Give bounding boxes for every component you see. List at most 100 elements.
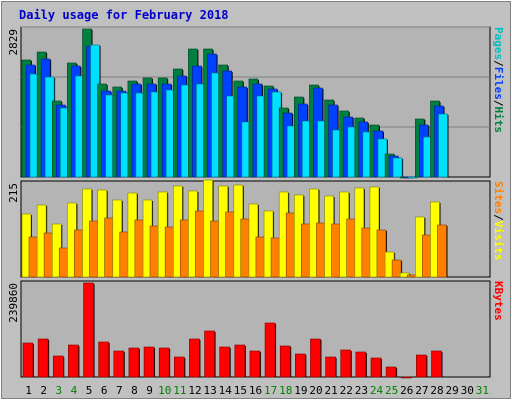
axis-max-label: 215 xyxy=(7,183,20,203)
legend-item-pages: Pages xyxy=(492,27,505,60)
bar-sites-day-16 xyxy=(255,236,266,278)
bar-kbytes-day-10 xyxy=(158,347,170,378)
bar-sites-day-9 xyxy=(149,225,160,278)
day-label: 15 xyxy=(234,384,247,397)
legend-separator: / xyxy=(492,100,505,107)
bar-sites-day-10 xyxy=(164,226,175,278)
day-label: 26 xyxy=(400,384,413,397)
day-label: 21 xyxy=(325,384,338,397)
bar-kbytes-day-1 xyxy=(22,342,34,378)
bar-sites-day-14 xyxy=(225,211,235,278)
bar-kbytes-day-3 xyxy=(52,355,64,378)
bar-sites-day-17 xyxy=(270,237,281,278)
chart-title: Daily usage for February 2018 xyxy=(19,8,229,22)
bar-kbytes-day-18 xyxy=(279,345,291,378)
day-label: 11 xyxy=(173,384,186,397)
day-label: 20 xyxy=(309,384,322,397)
bar-kbytes-day-26 xyxy=(400,376,412,379)
bar-kbytes-day-27 xyxy=(416,354,427,378)
bar-kbytes-day-25 xyxy=(385,366,397,378)
legend-item-files: Files xyxy=(492,67,505,100)
day-label: 9 xyxy=(146,384,153,397)
bar-sites-day-25 xyxy=(391,259,402,278)
legend-item-sites: Sites xyxy=(492,181,505,214)
day-label: 31 xyxy=(476,384,489,397)
legend-requests: Pages/Files/Hits xyxy=(492,27,505,133)
bar-sites-day-15 xyxy=(240,218,251,278)
bar-sites-day-13 xyxy=(210,220,220,278)
bar-kbytes-day-20 xyxy=(310,338,321,378)
day-label: 23 xyxy=(355,384,368,397)
bar-sites-day-22 xyxy=(346,218,357,278)
day-label: 22 xyxy=(340,384,353,397)
bar-kbytes-day-12 xyxy=(189,338,200,378)
bar-sites-day-8 xyxy=(134,219,145,278)
day-label: 4 xyxy=(71,384,78,397)
legend-kbytes: KBytes xyxy=(492,281,505,321)
bar-sites-day-28 xyxy=(437,224,447,278)
bar-kbytes-day-19 xyxy=(295,353,306,378)
day-label: 30 xyxy=(461,384,474,397)
day-label: 13 xyxy=(203,384,216,397)
day-label: 27 xyxy=(415,384,428,397)
day-label: 29 xyxy=(446,384,459,397)
day-label: 24 xyxy=(370,384,384,397)
legend-item-kbytes: KBytes xyxy=(492,281,505,321)
day-label: 17 xyxy=(264,384,277,397)
bar-kbytes-day-21 xyxy=(325,356,336,378)
bar-sites-day-24 xyxy=(376,229,387,278)
day-label: 7 xyxy=(116,384,123,397)
day-label: 19 xyxy=(294,384,307,397)
bar-kbytes-day-4 xyxy=(68,344,79,378)
day-label: 10 xyxy=(158,384,171,397)
bar-kbytes-day-17 xyxy=(264,322,276,378)
day-label: 14 xyxy=(219,384,233,397)
bar-kbytes-day-16 xyxy=(249,350,261,378)
bar-kbytes-day-11 xyxy=(173,356,185,378)
bar-kbytes-day-8 xyxy=(128,347,140,378)
bar-sites-day-21 xyxy=(331,223,341,278)
bar-kbytes-day-5 xyxy=(83,282,94,378)
bar-sites-day-6 xyxy=(104,217,114,278)
bar-sites-day-11 xyxy=(179,219,190,278)
bar-kbytes-day-24 xyxy=(370,357,382,378)
day-label: 16 xyxy=(249,384,262,397)
bar-kbytes-day-22 xyxy=(340,349,352,378)
bar-sites-day-23 xyxy=(361,227,372,278)
day-label: 18 xyxy=(279,384,292,397)
day-label: 25 xyxy=(385,384,398,397)
axis-max-label: 2829 xyxy=(7,29,20,56)
bar-sites-day-3 xyxy=(58,247,69,278)
bar-pages-day-26 xyxy=(407,176,418,179)
bar-sites-day-2 xyxy=(43,232,54,278)
bar-kbytes-day-23 xyxy=(355,351,367,378)
bar-sites-day-26 xyxy=(406,274,417,278)
bar-pages-day-25 xyxy=(392,157,403,178)
legend-item-hits: Hits xyxy=(492,107,505,134)
bar-kbytes-day-13 xyxy=(204,330,215,378)
bar-sites-day-4 xyxy=(74,229,84,278)
bar-sites-day-1 xyxy=(28,236,39,278)
day-label: 1 xyxy=(25,384,32,397)
legend-separator: / xyxy=(492,60,505,67)
day-label: 8 xyxy=(131,384,138,397)
day-label: 6 xyxy=(101,384,108,397)
bar-sites-day-7 xyxy=(119,231,130,278)
bar-kbytes-day-6 xyxy=(98,341,109,378)
bar-pages-day-28 xyxy=(438,113,448,178)
bar-sites-day-27 xyxy=(422,234,432,278)
bar-sites-day-18 xyxy=(285,212,296,278)
bar-kbytes-day-7 xyxy=(113,350,125,378)
legend-separator: / xyxy=(492,214,505,221)
legend-visits: Sites/Visits xyxy=(492,181,505,261)
bar-kbytes-day-15 xyxy=(234,344,246,378)
bar-sites-day-19 xyxy=(301,223,311,278)
bar-kbytes-day-2 xyxy=(37,338,49,378)
day-label: 5 xyxy=(86,384,93,397)
bar-kbytes-day-28 xyxy=(431,350,442,378)
bar-sites-day-12 xyxy=(195,210,205,278)
bar-kbytes-day-9 xyxy=(143,346,155,378)
bar-sites-day-5 xyxy=(89,220,99,278)
